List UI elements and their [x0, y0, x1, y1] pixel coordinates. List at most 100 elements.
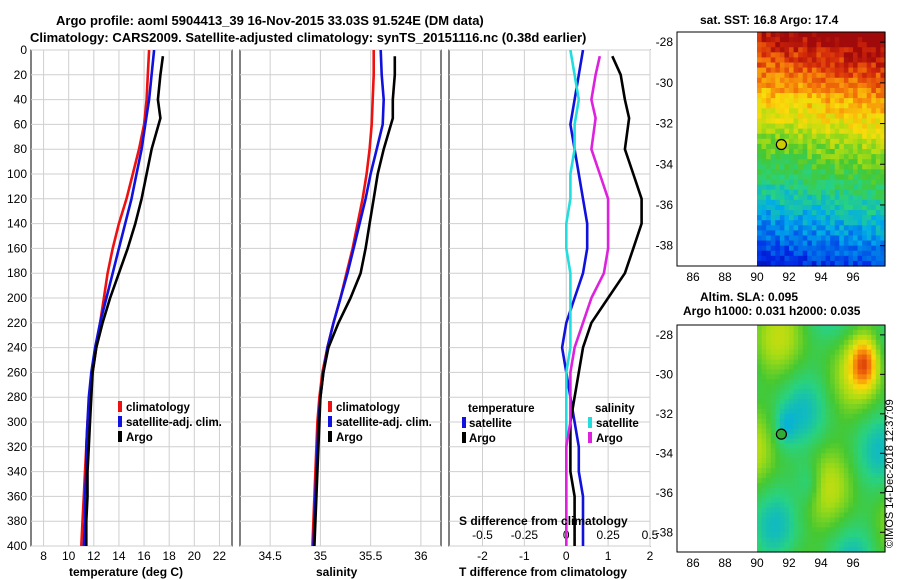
- map-cell: [839, 98, 845, 104]
- map-cell: [875, 184, 882, 191]
- map-cell: [775, 339, 781, 346]
- map-cell: [853, 143, 859, 150]
- map-cell: [866, 113, 872, 120]
- map-cell: [821, 418, 827, 425]
- map-cell: [834, 138, 840, 145]
- map-cell: [789, 532, 795, 538]
- map-cell: [816, 194, 822, 201]
- map-cell: [802, 118, 808, 125]
- longitude-tick-label: 92: [782, 270, 796, 284]
- map-cell: [757, 443, 763, 449]
- map-cell: [834, 502, 840, 509]
- map-cell: [843, 458, 850, 464]
- map-cell: [880, 123, 886, 130]
- map-cell: [871, 174, 877, 181]
- map-cell: [798, 113, 804, 120]
- map-cell: [839, 93, 845, 99]
- map-cell: [853, 169, 859, 176]
- map-cell: [853, 113, 859, 120]
- map-cell: [821, 399, 827, 405]
- map-cell: [784, 349, 790, 356]
- map-cell: [793, 204, 799, 211]
- map-cell: [798, 403, 804, 410]
- map-cell: [830, 438, 836, 445]
- map-cell: [866, 443, 872, 449]
- map-cell: [843, 443, 850, 449]
- map-cell: [766, 527, 772, 533]
- map-cell: [816, 443, 822, 449]
- map-cell: [798, 260, 804, 267]
- map-cell: [793, 245, 799, 252]
- map-cell: [848, 542, 854, 548]
- map-cell: [871, 522, 877, 528]
- map-cell: [811, 199, 818, 206]
- map-cell: [761, 72, 767, 79]
- map-cell: [757, 128, 763, 135]
- map-cell: [807, 82, 813, 89]
- map-cell: [802, 52, 808, 59]
- map-cell: [798, 492, 804, 499]
- map-cell: [770, 463, 776, 469]
- map-cell: [757, 77, 763, 84]
- map-cell: [807, 72, 813, 79]
- map-cell: [793, 67, 799, 74]
- map-cell: [825, 123, 831, 130]
- map-cell: [875, 492, 882, 499]
- map-cell: [830, 433, 836, 440]
- map-cell: [761, 399, 767, 405]
- map-cell: [848, 67, 854, 74]
- map-cell: [880, 128, 886, 135]
- map-cell: [825, 532, 831, 538]
- legend-label-climatology: climatology: [126, 402, 191, 414]
- map-cell: [766, 507, 772, 514]
- map-cell: [770, 118, 776, 125]
- map-cell: [880, 502, 886, 509]
- map-cell: [757, 118, 763, 125]
- x-tick-label: 0: [563, 549, 570, 563]
- map-cell: [811, 245, 818, 252]
- map-cell: [862, 354, 868, 361]
- map-cell: [779, 334, 786, 341]
- map-cell: [761, 473, 767, 479]
- map-cell: [875, 194, 882, 201]
- map-cell: [770, 103, 776, 109]
- map-cell: [871, 428, 877, 435]
- map-cell: [880, 334, 886, 341]
- map-cell: [853, 482, 859, 489]
- map-cell: [802, 359, 808, 366]
- map-cell: [862, 399, 868, 405]
- map-cell: [866, 67, 872, 74]
- map-cell: [834, 453, 840, 459]
- x-tick-label: 10: [62, 549, 76, 563]
- map-cell: [766, 250, 772, 257]
- map-cell: [848, 52, 854, 59]
- map-cell: [834, 349, 840, 356]
- map-cell: [779, 230, 786, 237]
- map-cell: [830, 37, 836, 43]
- map-cell: [766, 413, 772, 420]
- map-cell: [880, 339, 886, 346]
- title-line-2: Climatology: CARS2009. Satellite-adjuste…: [30, 30, 586, 45]
- map-cell: [880, 113, 886, 120]
- map-cell: [789, 339, 795, 346]
- map-cell: [821, 138, 827, 145]
- map-cell: [825, 448, 831, 454]
- map-cell: [871, 37, 877, 43]
- map-cell: [811, 250, 818, 257]
- map-cell: [825, 138, 831, 145]
- map-cell: [862, 463, 868, 469]
- map-cell: [784, 82, 790, 89]
- map-cell: [761, 194, 767, 201]
- map-cell: [875, 517, 882, 523]
- map-cell: [798, 82, 804, 89]
- map-cell: [784, 532, 790, 538]
- map-cell: [761, 458, 767, 464]
- map-cell: [830, 184, 836, 191]
- difference-grid: [449, 49, 651, 547]
- map-cell: [761, 225, 767, 231]
- map-cell: [761, 220, 767, 226]
- longitude-tick-label: 88: [718, 270, 732, 284]
- map-cell: [779, 47, 786, 53]
- map-cell: [779, 458, 786, 464]
- map-cell: [843, 210, 850, 216]
